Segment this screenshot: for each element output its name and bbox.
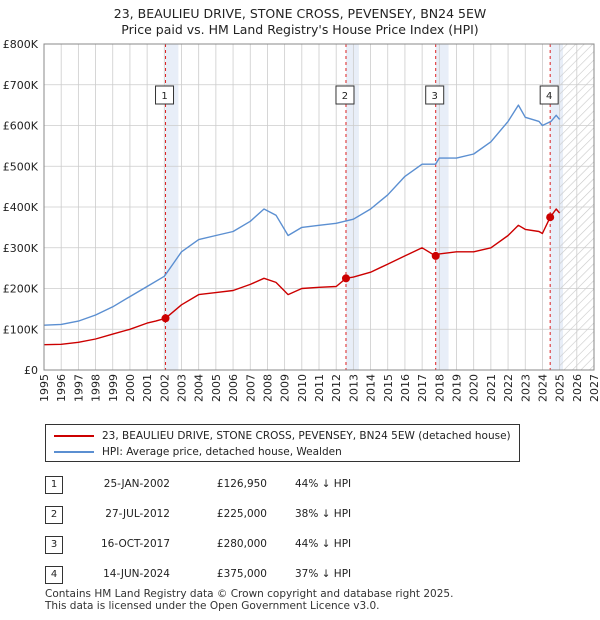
x-tick-label: 2010: [296, 374, 309, 402]
x-tick-label: 2026: [571, 374, 584, 402]
x-tick-label: 2020: [468, 374, 481, 402]
x-tick-label: 1997: [72, 374, 85, 402]
footer-line-1: Contains HM Land Registry data © Crown c…: [45, 588, 454, 600]
sale-row: 3 16-OCT-2017 £280,000 44% ↓ HPI: [45, 536, 525, 554]
legend-swatch-hpi: [54, 451, 94, 453]
x-tick-label: 2002: [158, 374, 171, 402]
plot-frame: [43, 43, 595, 371]
x-tick-label: 2014: [365, 374, 378, 402]
chart-legend: 23, BEAULIEU DRIVE, STONE CROSS, PEVENSE…: [45, 424, 520, 462]
y-tick-label: £600K: [3, 120, 39, 133]
sale-price: £126,950: [216, 478, 267, 490]
x-tick-label: 2021: [485, 374, 498, 402]
sale-price: £375,000: [216, 568, 267, 580]
sale-date: 16-OCT-2017: [101, 538, 170, 550]
x-tick-label: 2025: [554, 374, 567, 402]
sale-point: [431, 251, 440, 260]
price-chart: 1 2 3 4 £0 £100K £200K £300K £400K £500K £600K £70…: [3, 38, 600, 402]
sale-price: £280,000: [216, 538, 267, 550]
legend-item-hpi: HPI: Average price, detached house, Weal…: [54, 445, 342, 459]
footer-attribution: Contains HM Land Registry data © Crown c…: [45, 588, 453, 612]
sale-price: £225,000: [216, 508, 267, 520]
x-tick-label: 2009: [279, 374, 292, 402]
y-tick-label: £0: [24, 364, 38, 377]
x-tick-label: 1995: [38, 374, 51, 402]
sale-number-label: 2: [342, 91, 348, 102]
x-tick-label: 2016: [399, 374, 412, 402]
x-tick-label: 1998: [90, 374, 103, 402]
y-tick-label: £500K: [3, 160, 39, 173]
sale-number-box: [155, 85, 175, 105]
x-tick-label: 2001: [141, 374, 154, 402]
legend-swatch-price: [54, 435, 94, 437]
x-tick-label: 2024: [536, 374, 549, 402]
sale-point: [546, 213, 555, 222]
x-tick-label: 2006: [227, 374, 240, 402]
x-tick-label: 2004: [193, 374, 206, 402]
sale-number-badge: 1: [45, 476, 63, 494]
sale-row: 2 27-JUL-2012 £225,000 38% ↓ HPI: [45, 506, 525, 524]
sale-number-box: [425, 85, 445, 105]
legend-label-price: 23, BEAULIEU DRIVE, STONE CROSS, PEVENSE…: [102, 430, 511, 442]
x-tick-label: 2023: [519, 374, 532, 402]
title-line-2: Price paid vs. HM Land Registry's House …: [121, 22, 479, 37]
y-tick-label: £100K: [3, 323, 39, 336]
sale-number-label: 3: [432, 91, 438, 102]
x-tick-label: 2013: [347, 374, 360, 402]
sale-number-label: 1: [161, 91, 167, 102]
sale-number-box: [335, 85, 355, 105]
x-tick-label: 2017: [416, 374, 429, 402]
x-tick-label: 2012: [330, 374, 343, 402]
sale-date: 25-JAN-2002: [103, 478, 170, 490]
x-tick-label: 2008: [261, 374, 274, 402]
x-tick-label: 2027: [588, 374, 600, 402]
sale-hpi-diff: 37% ↓ HPI: [295, 568, 352, 580]
x-tick-label: 2015: [382, 374, 395, 402]
sale-hpi-diff: 38% ↓ HPI: [295, 508, 352, 520]
sale-number-label: 4: [546, 91, 552, 102]
price-paid-line: [43, 208, 561, 346]
sale-number-box: [539, 85, 559, 105]
sale-row: 4 14-JUN-2024 £375,000 37% ↓ HPI: [45, 566, 525, 584]
y-tick-label: £300K: [3, 242, 39, 255]
legend-item-price: 23, BEAULIEU DRIVE, STONE CROSS, PEVENSE…: [54, 429, 511, 443]
title-line-1: 23, BEAULIEU DRIVE, STONE CROSS, PEVENSE…: [113, 6, 487, 21]
x-tick-label: 2000: [124, 374, 137, 402]
footer-line-2: This data is licensed under the Open Gov…: [45, 600, 380, 612]
x-tick-label: 2022: [502, 374, 515, 402]
sale-point: [161, 314, 170, 323]
sale-date: 27-JUL-2012: [105, 508, 170, 520]
sale-row: 1 25-JAN-2002 £126,950 44% ↓ HPI: [45, 476, 525, 494]
x-tick-label: 2005: [210, 374, 223, 402]
legend-label-hpi: HPI: Average price, detached house, Weal…: [102, 446, 342, 458]
x-tick-label: 2018: [433, 374, 446, 402]
x-tick-label: 2003: [176, 374, 189, 402]
y-tick-label: £400K: [3, 201, 39, 214]
hpi-line: [43, 104, 561, 326]
sale-hpi-diff: 44% ↓ HPI: [295, 478, 352, 490]
x-tick-label: 2007: [244, 374, 257, 402]
sale-number-badge: 4: [45, 566, 63, 584]
sale-point: [341, 274, 350, 283]
sale-number-badge: 2: [45, 506, 63, 524]
chart-title: 23, BEAULIEU DRIVE, STONE CROSS, PEVENSE…: [0, 6, 600, 38]
y-tick-label: £700K: [3, 79, 39, 92]
x-tick-label: 2011: [313, 374, 326, 402]
sale-number-badge: 3: [45, 536, 63, 554]
x-tick-label: 1996: [55, 374, 68, 402]
sale-date: 14-JUN-2024: [103, 568, 170, 580]
x-tick-label: 1999: [107, 374, 120, 402]
sale-hpi-diff: 44% ↓ HPI: [295, 538, 352, 550]
x-tick-label: 2019: [451, 374, 464, 402]
y-tick-label: £800K: [3, 38, 39, 51]
y-tick-label: £200K: [3, 283, 39, 296]
